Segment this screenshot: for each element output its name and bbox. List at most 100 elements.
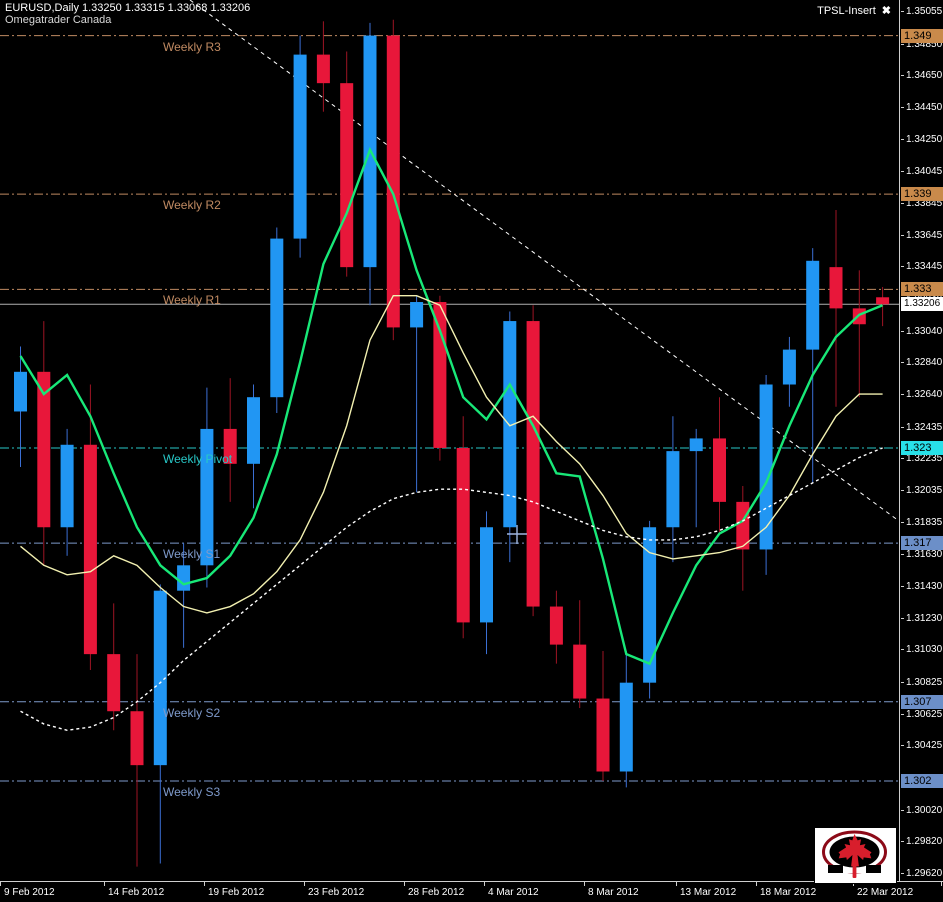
price-tick-label: 1.32435	[906, 421, 943, 433]
candle-body	[619, 682, 633, 772]
price-tick: 1.30825	[900, 677, 943, 688]
price-tick: 1.31835	[900, 517, 943, 528]
price-tick-label: 1.32840	[906, 357, 943, 369]
pivot-label-weekly-s3: Weekly S3	[163, 785, 221, 799]
time-scale[interactable]: 9 Feb 2012 14 Feb 2012 19 Feb 2012 23 Feb 2…	[0, 881, 943, 902]
price-tick-label: 1.30625	[906, 708, 943, 720]
candle-body	[526, 321, 540, 607]
omega-maple-leaf-logo	[814, 827, 897, 884]
tick-dash	[901, 11, 904, 12]
tick-dash	[901, 809, 904, 811]
slow-ma-line	[20, 294, 883, 614]
tick-dash	[484, 882, 485, 886]
candle-body	[270, 238, 284, 398]
price-tick-label: 1.34850	[906, 38, 943, 50]
price-tick-label: 1.35055	[906, 6, 943, 17]
tick-dash	[901, 362, 904, 364]
candle-body	[643, 527, 657, 683]
pivot-label-weekly-s1: Weekly S1	[163, 547, 221, 562]
price-tick-label: 1.34450	[906, 101, 943, 113]
time-tick-label: 23 Feb 2012	[308, 887, 365, 898]
tick-dash	[901, 554, 904, 556]
candle-body	[223, 428, 237, 464]
tick-dash	[756, 882, 757, 886]
tick-dash	[304, 882, 305, 886]
candle-body	[666, 451, 680, 528]
price-tick-label: 1.34650	[906, 70, 943, 82]
tick-dash	[901, 106, 904, 108]
moving-averages-group	[19, 146, 884, 731]
price-tick-label: 1.31835	[906, 516, 943, 528]
downtrend-line	[189, 0, 899, 522]
price-badge-weekly-s3: 1.302	[901, 774, 943, 788]
candle-body	[153, 590, 167, 766]
candle-body	[340, 83, 354, 268]
broker-name-label: Omegatrader Canada	[5, 14, 112, 26]
price-tick-label: 1.32640	[906, 389, 943, 401]
candle-body	[410, 302, 424, 328]
symbol-period-ohlc-label: EURUSD,Daily 1.33250 1.33315 1.33068 1.3…	[5, 2, 251, 14]
price-badge-weekly-r2: 1.339	[901, 187, 943, 202]
price-badge-weekly-pivot: 1.323	[901, 440, 943, 455]
price-tick: 1.33040	[900, 326, 943, 337]
tick-dash	[853, 882, 854, 886]
price-badge-weekly-r3: 1.349	[901, 28, 943, 43]
tick-dash	[901, 713, 904, 715]
close-icon[interactable]: ✖	[881, 5, 891, 17]
price-tick: 1.29820	[900, 836, 943, 847]
candle-body	[549, 606, 563, 645]
price-tick-label: 1.34045	[906, 166, 943, 178]
price-tick: 1.34250	[900, 134, 943, 145]
price-tick-label: 1.31430	[906, 580, 943, 592]
tick-dash	[901, 745, 904, 747]
tick-dash	[901, 426, 904, 428]
price-tick: 1.31030	[900, 644, 943, 655]
tick-dash	[901, 43, 904, 45]
price-tick-label: 1.30825	[906, 676, 943, 688]
price-tick: 1.31430	[900, 581, 943, 592]
indicator-tag-tpsl-insert[interactable]: TPSL-Insert ✖	[817, 4, 891, 17]
price-scale[interactable]: 1.35055 1.34850 1.34650 1.34450 1.34250 1.340…	[899, 0, 943, 881]
price-tick-label: 1.34250	[906, 133, 943, 145]
price-tick: 1.35055	[900, 6, 943, 17]
price-badge-weekly-s2: 1.307	[901, 694, 943, 709]
tick-dash	[901, 330, 904, 332]
tick-dash	[901, 234, 904, 236]
candle-body	[316, 54, 330, 84]
candle-body	[247, 397, 260, 464]
time-tick-label: 28 Feb 2012	[408, 887, 465, 898]
candle-body	[177, 565, 191, 591]
chart-plot-area[interactable]: Weekly R3 Weekly R2 Weekly R1 Weekly Pivot W…	[0, 0, 899, 881]
candle-body	[782, 349, 796, 385]
candle-body	[759, 384, 773, 550]
tick-dash	[901, 585, 904, 587]
price-tick: 1.31630	[900, 549, 943, 560]
price-tick: 1.29620	[900, 868, 943, 879]
price-tick-label: 1.33040	[906, 325, 943, 337]
candlesticks-group	[14, 19, 890, 867]
chart-canvas	[0, 0, 899, 867]
time-tick-label: 8 Mar 2012	[588, 887, 639, 898]
pivot-label-weekly-r2: Weekly R2	[163, 198, 221, 213]
tick-dash	[901, 649, 904, 651]
price-tick-label: 1.33845	[906, 197, 943, 209]
time-tick-label: 19 Feb 2012	[208, 887, 265, 898]
price-tick: 1.32035	[900, 485, 943, 496]
price-tick: 1.30425	[900, 740, 943, 751]
price-tick-label: 1.31030	[906, 644, 943, 656]
pivot-label-weekly-r3: Weekly R3	[163, 39, 221, 54]
tick-dash	[901, 873, 904, 874]
candle-body	[480, 527, 493, 623]
candle-body	[200, 428, 214, 566]
tick-dash	[676, 882, 677, 886]
price-tick: 1.34850	[900, 39, 943, 50]
candle-body	[829, 267, 843, 309]
tick-dash	[404, 882, 405, 886]
fast-ma-line	[19, 146, 884, 666]
price-tick-label: 1.33445	[906, 261, 943, 273]
downtrend-line-group	[189, 0, 899, 522]
candle-body	[107, 654, 121, 712]
price-tick: 1.34045	[900, 166, 943, 177]
price-tick: 1.33645	[900, 230, 943, 241]
